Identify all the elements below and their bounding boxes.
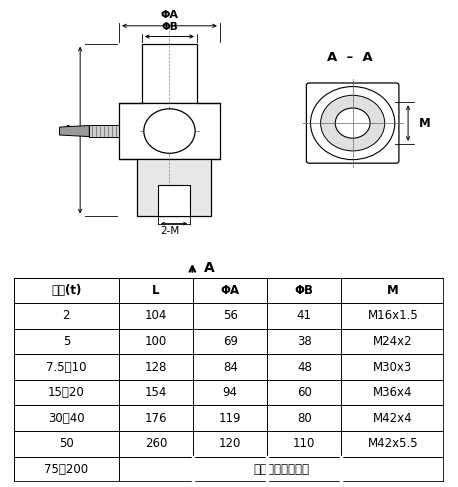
Polygon shape xyxy=(60,126,89,136)
Bar xyxy=(89,126,119,136)
Bar xyxy=(137,159,211,216)
Text: 50: 50 xyxy=(59,437,74,450)
Text: 75～200: 75～200 xyxy=(44,463,88,476)
Text: A  –  A: A – A xyxy=(327,51,373,63)
Text: M: M xyxy=(387,284,399,297)
Text: 7.5、10: 7.5、10 xyxy=(46,360,87,374)
Bar xyxy=(142,44,197,103)
Text: 119: 119 xyxy=(219,412,241,425)
Text: 84: 84 xyxy=(223,360,238,374)
FancyBboxPatch shape xyxy=(306,83,399,163)
Text: M42x4: M42x4 xyxy=(373,412,413,425)
Text: M24x2: M24x2 xyxy=(373,335,413,348)
Text: ΦB: ΦB xyxy=(161,22,178,32)
Circle shape xyxy=(321,95,385,151)
Text: ΦA: ΦA xyxy=(160,10,179,20)
Text: 260: 260 xyxy=(145,437,167,450)
Text: 5: 5 xyxy=(63,335,70,348)
Text: M30x3: M30x3 xyxy=(373,360,413,374)
Text: 56: 56 xyxy=(223,309,238,322)
Text: 100: 100 xyxy=(145,335,167,348)
Text: 110: 110 xyxy=(293,437,316,450)
Text: ΦA: ΦA xyxy=(221,284,240,297)
Text: 154: 154 xyxy=(145,386,167,399)
Text: 15、20: 15、20 xyxy=(48,386,85,399)
Text: 80: 80 xyxy=(297,412,312,425)
Text: 176: 176 xyxy=(145,412,167,425)
Text: 94: 94 xyxy=(223,386,238,399)
Text: L: L xyxy=(66,124,74,136)
Text: M36x4: M36x4 xyxy=(373,386,413,399)
Text: 量程(t): 量程(t) xyxy=(51,284,82,297)
Text: 60: 60 xyxy=(297,386,312,399)
Text: 38: 38 xyxy=(297,335,312,348)
Circle shape xyxy=(311,87,395,160)
Text: 69: 69 xyxy=(223,335,238,348)
Text: 2: 2 xyxy=(63,309,70,322)
Text: 128: 128 xyxy=(145,360,167,374)
Text: L: L xyxy=(153,284,160,297)
Text: M: M xyxy=(419,116,431,130)
Text: ΦB: ΦB xyxy=(295,284,314,297)
Bar xyxy=(119,103,220,159)
Bar xyxy=(158,185,190,216)
Text: M16x1.5: M16x1.5 xyxy=(367,309,418,322)
Text: 41: 41 xyxy=(297,309,312,322)
Text: 48: 48 xyxy=(297,360,312,374)
Text: 30、40: 30、40 xyxy=(48,412,85,425)
Text: M42x5.5: M42x5.5 xyxy=(367,437,418,450)
Text: A: A xyxy=(204,261,214,275)
Circle shape xyxy=(144,109,195,153)
Text: 104: 104 xyxy=(145,309,167,322)
Text: 120: 120 xyxy=(219,437,241,450)
Text: 2-M: 2-M xyxy=(160,225,179,236)
Text: 尺寸根据客户需要: 尺寸根据客户需要 xyxy=(254,463,310,476)
Circle shape xyxy=(335,108,370,138)
